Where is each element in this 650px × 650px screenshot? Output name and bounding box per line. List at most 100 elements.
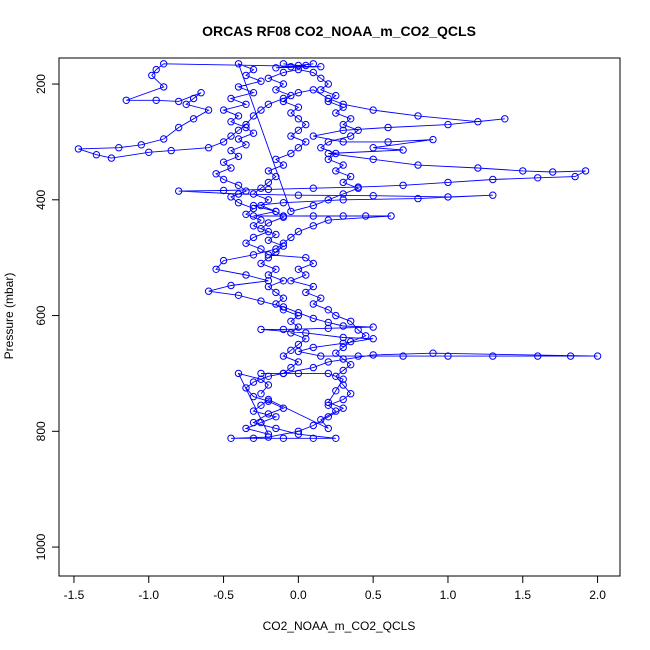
data-point (279, 199, 288, 207)
data-point (227, 118, 235, 126)
data-point (272, 86, 280, 94)
data-point (294, 227, 303, 236)
data-point (302, 271, 310, 279)
data-point (294, 89, 303, 97)
data-point (309, 184, 317, 192)
data-point (369, 323, 377, 331)
data-point (167, 146, 175, 155)
data-point (534, 352, 542, 360)
data-point (152, 65, 160, 74)
data-point (339, 339, 347, 347)
data-point (175, 123, 183, 132)
data-point (347, 317, 355, 325)
data-point (429, 135, 437, 144)
data-point (257, 106, 265, 114)
data-point (302, 120, 310, 129)
data-point (242, 239, 250, 247)
data-point (332, 149, 340, 158)
data-point (152, 96, 160, 105)
data-point (347, 172, 355, 181)
data-point (566, 352, 575, 360)
data-point (279, 325, 288, 334)
data-point (264, 74, 273, 83)
data-point (489, 191, 497, 199)
data-point (339, 161, 347, 169)
data-point (212, 265, 220, 273)
data-point (571, 172, 579, 181)
data-point (74, 145, 83, 153)
data-point (287, 346, 295, 354)
data-point (204, 106, 213, 114)
data-point (347, 361, 355, 369)
data-point (339, 322, 347, 330)
data-point (362, 332, 370, 340)
data-point (317, 294, 325, 302)
data-point (294, 430, 303, 438)
data-point (264, 254, 273, 262)
data-point (242, 100, 250, 109)
data-point (257, 390, 265, 398)
x-tick-label: 1.5 (514, 588, 531, 602)
data-point (294, 61, 303, 70)
data-point (399, 146, 407, 154)
data-point (257, 297, 265, 305)
data-point (234, 291, 243, 299)
y-tick-label: 400 (34, 189, 48, 209)
data-point (294, 65, 303, 74)
x-axis: -1.5 -1.0 -0.5 0.0 0.5 1.0 1.5 2.0 (64, 575, 606, 602)
data-point (279, 294, 288, 302)
data-point (272, 155, 280, 164)
data-point (279, 213, 288, 221)
data-point (444, 352, 452, 360)
data-point (347, 390, 355, 398)
data-point (332, 311, 340, 320)
data-point (294, 427, 303, 435)
data-point (242, 187, 250, 195)
data-point (257, 77, 265, 85)
data-point (264, 372, 273, 380)
data-point (272, 245, 280, 253)
data-point (414, 112, 422, 120)
data-point (234, 126, 243, 135)
x-tick-label: 0.5 (365, 588, 382, 602)
data-point (339, 395, 347, 404)
data-point (249, 222, 258, 230)
data-point (339, 375, 347, 383)
data-point (324, 324, 332, 332)
data-point (339, 343, 347, 352)
data-point (249, 392, 258, 401)
data-point (332, 167, 340, 175)
data-point (264, 381, 273, 389)
data-point (219, 175, 228, 184)
data-point (302, 138, 310, 146)
data-point (294, 340, 303, 349)
y-tick-label: 800 (34, 421, 48, 441)
data-point (160, 60, 168, 68)
data-point (294, 103, 303, 111)
data-point (279, 242, 288, 250)
data-point (212, 170, 220, 178)
data-point (294, 323, 303, 331)
data-point (369, 192, 377, 200)
data-point (332, 91, 340, 100)
data-point (302, 61, 310, 70)
data-point (279, 80, 288, 88)
data-point (324, 216, 332, 224)
data-layer (74, 60, 602, 442)
data-point (444, 193, 452, 201)
data-point (287, 91, 295, 100)
data-point (249, 65, 258, 74)
data-point (332, 109, 340, 117)
data-point (227, 193, 235, 201)
data-point (219, 138, 228, 146)
data-point (399, 181, 407, 190)
x-tick-label: -1.0 (138, 588, 159, 602)
data-point (279, 404, 288, 412)
data-point (339, 366, 347, 375)
data-point (272, 288, 280, 297)
data-point (309, 363, 317, 372)
data-point (272, 300, 280, 308)
data-point (324, 80, 332, 88)
data-point (294, 126, 303, 135)
data-point (309, 259, 317, 268)
